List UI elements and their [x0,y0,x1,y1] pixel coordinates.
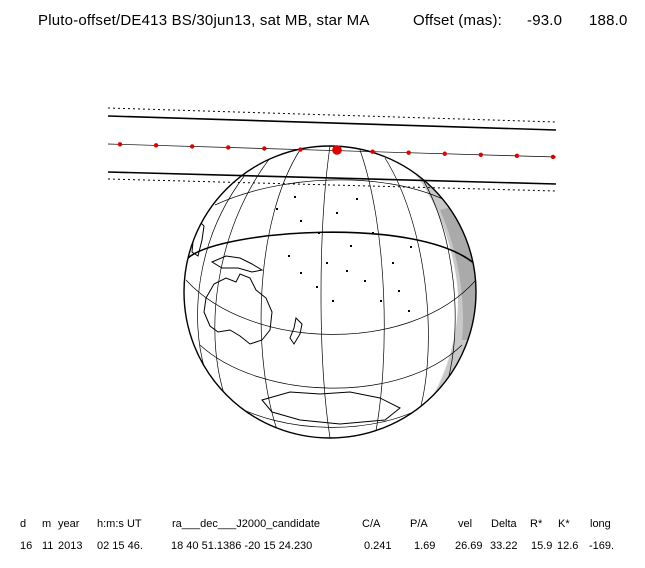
column-header-11: long [590,518,611,530]
new-guinea-coast [210,255,264,273]
track-point [370,149,375,154]
track-point [478,152,484,157]
column-value-7: 26.69 [455,540,483,552]
column-value-0: 16 [20,540,33,552]
column-value-5: 0.241 [364,540,392,552]
track-point [442,151,447,156]
column-value-11: -169. [589,540,615,552]
column-value-1: 11 [42,540,54,552]
column-header-4: ra___dec___J2000_candidate [172,518,321,530]
offset-label: Offset (mas): [413,12,503,29]
column-header-2: year [58,518,80,530]
pacific-islands [276,196,412,312]
table-header-row: d m year h:m:s UT ra___dec___J2000_candidate… [0,518,645,534]
column-value-3: 02 15 46. [97,540,143,552]
shadow-limit-north [107,115,557,131]
occultation-map [107,107,557,439]
closest-approach-point [332,145,342,155]
column-header-6: P/A [410,518,428,530]
shadow-limit-south [107,171,557,185]
column-header-8: Delta [491,518,517,530]
column-value-10: 12.6 [557,540,579,552]
column-header-3: h:m:s UT [97,518,142,530]
column-value-4: 18 40 51.1386 -20 15 24.230 [171,540,313,552]
column-header-0: d [20,518,27,530]
globe-outline [183,145,477,439]
offset-y-value: 188.0 [589,12,628,29]
plot-title: Pluto-offset/DE413 BS/30jun13, sat MB, s… [0,12,645,34]
track-point [189,144,195,149]
track-point [514,153,520,159]
track-point [550,154,556,160]
track-point [262,146,267,151]
column-header-5: C/A [362,518,381,530]
australia-coast [203,273,273,345]
globe-disk [184,146,476,438]
column-header-7: vel [458,518,473,530]
track-point [406,150,411,155]
column-value-2: 2013 [58,540,83,552]
antarctica-coast [261,391,401,425]
new-zealand-coast [289,316,303,345]
column-header-9: R* [530,518,543,530]
table-value-row: 16 11 2013 02 15 46. 18 40 51.1386 -20 15 24… [0,540,645,556]
track-point [117,142,123,147]
central-track-points [117,142,556,160]
offset-x-value: -93.0 [527,12,563,29]
title-main: Pluto-offset/DE413 BS/30jun13, sat MB, s… [38,12,370,29]
column-value-9: 15.9 [531,540,553,552]
track-point [226,145,231,150]
track-point [298,147,303,152]
column-header-10: K* [558,518,570,530]
track-point [153,143,159,148]
equator [187,231,476,266]
column-value-8: 33.22 [490,540,518,552]
column-value-6: 1.69 [414,540,436,552]
shadow-limit-north-error [107,107,557,123]
column-header-1: m [42,518,52,530]
